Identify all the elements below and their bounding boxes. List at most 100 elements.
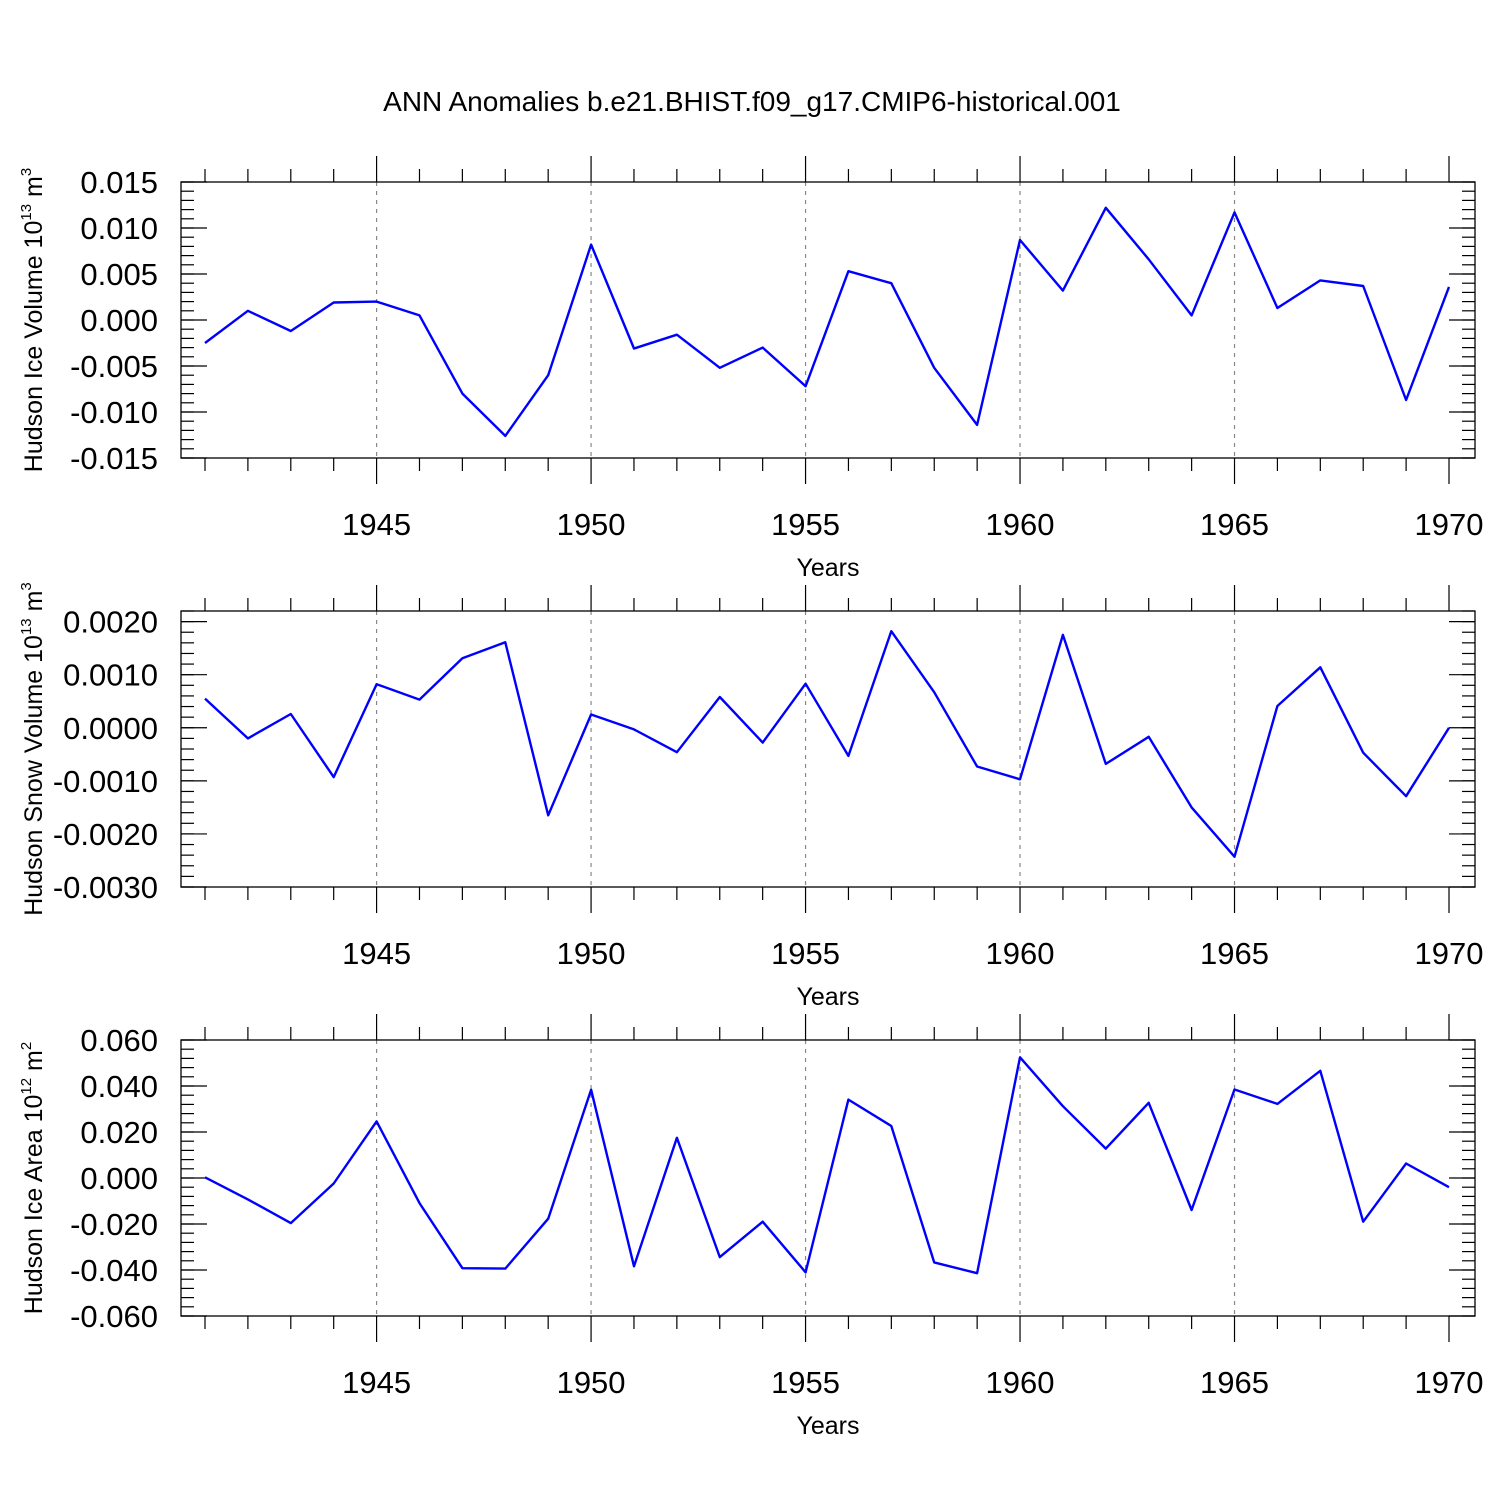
data-point-1949 [546, 373, 550, 377]
y-tick-label: 0.005 [80, 257, 158, 292]
y-tick-label: -0.015 [70, 441, 158, 476]
data-point-1969 [1404, 794, 1408, 798]
x-axis-label: Years [796, 554, 859, 582]
data-point-1970 [1447, 285, 1451, 289]
data-point-1965 [1233, 210, 1237, 214]
data-point-1947 [460, 1266, 464, 1270]
data-point-1962 [1104, 762, 1108, 766]
y-axis-label-unit-exponent: 3 [18, 168, 35, 176]
data-point-1958 [932, 1260, 936, 1264]
data-point-1952 [675, 333, 679, 337]
x-tick-label: 1960 [986, 507, 1055, 542]
data-point-1966 [1275, 1102, 1279, 1106]
y-tick-label: 0.040 [80, 1069, 158, 1104]
x-tick-label: 1970 [1415, 936, 1484, 971]
data-point-1951 [632, 727, 636, 731]
data-point-1952 [675, 750, 679, 754]
y-axis-label-text: Hudson Ice Area 10 [20, 1095, 48, 1315]
data-point-1961 [1061, 633, 1065, 637]
data-point-1956 [846, 269, 850, 273]
x-tick-label: 1955 [771, 1365, 840, 1400]
y-tick-label: -0.005 [70, 349, 158, 384]
panels: -0.015 -0.010 -0.005 0.000 0.005 0.010 0.015 19… [18, 156, 1483, 1440]
y-axis-label-exponent: 13 [18, 204, 35, 221]
x-axis-label: Years [796, 1412, 859, 1440]
data-point-1963 [1147, 735, 1151, 739]
data-point-1949 [546, 1217, 550, 1221]
data-point-1961 [1061, 1104, 1065, 1108]
data-point-1957 [889, 629, 893, 633]
y-tick-label: -0.0030 [53, 870, 158, 905]
data-point-1965 [1233, 1087, 1237, 1091]
data-point-1963 [1147, 1101, 1151, 1105]
data-point-1967 [1318, 665, 1322, 669]
data-point-1957 [889, 281, 893, 285]
data-point-1967 [1318, 1069, 1322, 1073]
y-tick-label: 0.000 [80, 1161, 158, 1196]
x-tick-label: 1965 [1200, 936, 1269, 971]
data-point-1946 [417, 698, 421, 702]
series-line [204, 206, 1451, 438]
data-point-1955 [804, 1270, 808, 1274]
y-tick-label: -0.020 [70, 1207, 158, 1242]
data-point-1960 [1018, 238, 1022, 242]
x-tick-label: 1945 [342, 507, 411, 542]
data-point-1949 [546, 813, 550, 817]
data-point-1969 [1404, 398, 1408, 402]
y-tick-label: 0.060 [80, 1023, 158, 1058]
data-point-1955 [804, 682, 808, 686]
y-tick-label: 0.010 [80, 211, 158, 246]
data-point-1963 [1147, 257, 1151, 261]
x-tick-label: 1970 [1415, 1365, 1484, 1400]
data-point-1954 [761, 1220, 765, 1224]
series-line [204, 630, 1451, 858]
data-point-1956 [846, 754, 850, 758]
x-tick-label: 1960 [986, 936, 1055, 971]
data-point-1953 [718, 1255, 722, 1259]
data-point-1941 [203, 1175, 207, 1179]
data-point-1950 [589, 243, 593, 247]
y-tick-label: 0.0000 [63, 711, 158, 746]
y-axis-label: Hudson Ice Volume 1013 m3 [18, 168, 48, 472]
data-point-1970 [1447, 726, 1451, 730]
data-point-1943 [289, 1221, 293, 1225]
y-axis-label-exponent: 12 [18, 1078, 35, 1095]
y-tick-label: -0.0020 [53, 817, 158, 852]
x-tick-label: 1970 [1415, 507, 1484, 542]
data-point-1970 [1447, 1185, 1451, 1189]
y-axis-label-exponent: 13 [18, 618, 35, 635]
data-point-1942 [246, 1197, 250, 1201]
data-point-1960 [1018, 1055, 1022, 1059]
plot-frame [180, 610, 1476, 888]
data-point-1950 [589, 1088, 593, 1092]
y-tick-label: -0.060 [70, 1299, 158, 1334]
data-point-1947 [460, 656, 464, 660]
data-point-1946 [417, 1201, 421, 1205]
y-tick-label: -0.0010 [53, 764, 158, 799]
data-point-1960 [1018, 777, 1022, 781]
y-tick-label: 0.000 [80, 303, 158, 338]
y-tick-label: 0.015 [80, 165, 158, 200]
data-point-1944 [332, 301, 336, 305]
data-point-1964 [1190, 1208, 1194, 1212]
data-point-1948 [503, 640, 507, 644]
data-point-1945 [375, 300, 379, 304]
data-point-1958 [932, 690, 936, 694]
data-point-1959 [975, 423, 979, 427]
x-tick-label: 1950 [557, 1365, 626, 1400]
plot-frame [180, 181, 1476, 459]
data-point-1966 [1275, 704, 1279, 708]
data-point-1954 [761, 346, 765, 350]
data-point-1965 [1233, 855, 1237, 859]
x-tick-label: 1960 [986, 1365, 1055, 1400]
data-point-1968 [1361, 751, 1365, 755]
data-point-1944 [332, 775, 336, 779]
data-point-1959 [975, 765, 979, 769]
y-axis-label-unit: m [20, 1050, 48, 1078]
data-point-1954 [761, 741, 765, 745]
x-tick-label: 1965 [1200, 1365, 1269, 1400]
data-point-1943 [289, 329, 293, 333]
data-point-1953 [718, 366, 722, 370]
data-point-1967 [1318, 278, 1322, 282]
